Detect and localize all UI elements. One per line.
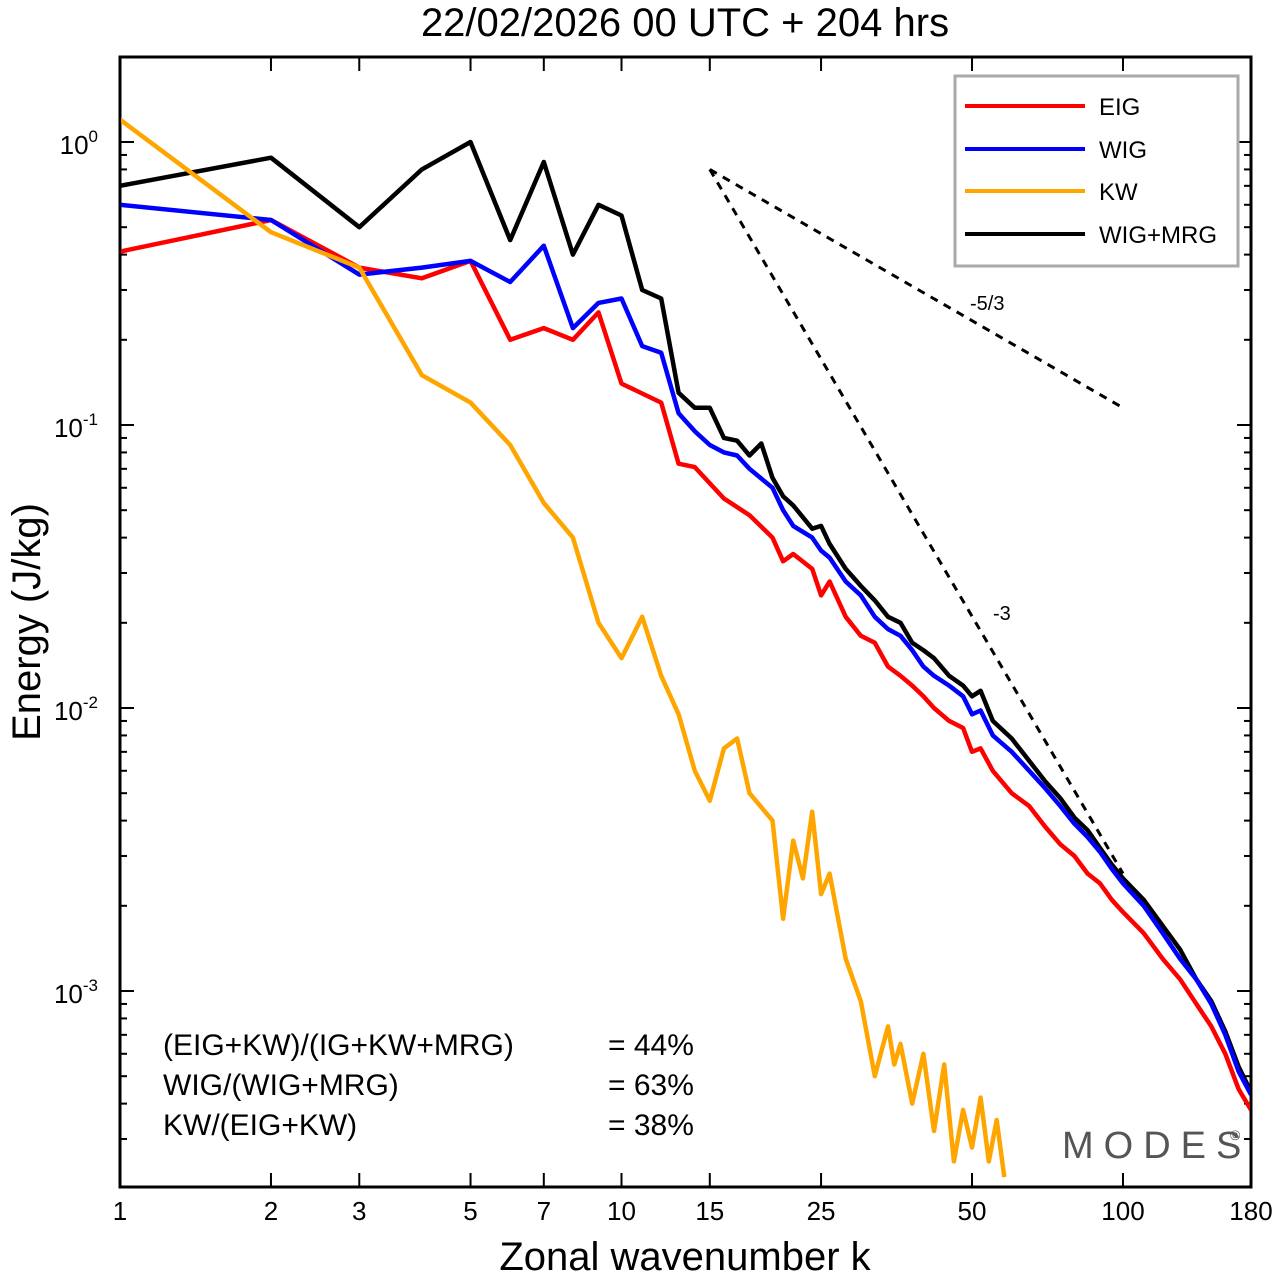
y-tick-labels: 100 10-1 10-2 10-3 [54,127,98,1009]
x-tick-label: 10 [607,1196,636,1226]
series-lines [121,117,1250,1178]
legend-label-eig: EIG [1099,94,1140,121]
x-tick-label: 180 [1229,1196,1272,1226]
chart-title: 22/02/2026 00 UTC + 204 hrs [421,1,949,45]
annotation-label-wig-ratio: WIG/(WIG+MRG) [163,1069,399,1102]
annotation-label-kw-ratio: KW/(EIG+KW) [163,1109,357,1142]
slope-label-5-3: -5/3 [970,293,1004,315]
slope-line--5-3 [709,168,1124,410]
annotation-value-kw-ratio: = 38% [608,1109,694,1142]
annotation-label-eig-ratio: (EIG+KW)/(IG+KW+MRG) [163,1029,514,1062]
ratio-annotations: (EIG+KW)/(IG+KW+MRG) = 44% WIG/(WIG+MRG)… [163,1029,694,1142]
x-tick-label: 15 [695,1196,724,1226]
legend-label-wig-mrg: WIG+MRG [1099,222,1217,249]
x-tick-label: 25 [807,1196,836,1226]
series-line-eig [121,217,1250,1112]
legend-label-wig: WIG [1099,137,1147,164]
x-tick-label: 5 [463,1196,477,1226]
slope-line--3 [708,168,1125,875]
y-tick-label: 10-1 [54,410,98,443]
series-line-kw [121,117,1007,1178]
x-tick-label: 3 [352,1196,366,1226]
series-line-wig-mrg [121,139,1250,1093]
slope-label-3: -3 [993,603,1011,625]
x-tick-label: 100 [1101,1196,1144,1226]
reference-slope-lines [708,168,1125,875]
series-line-wig [121,202,1250,1096]
legend: EIG WIG KW WIG+MRG [953,74,1240,268]
copyright-symbol: © [1230,1127,1241,1143]
y-tick-label: 100 [60,127,98,160]
annotation-value-eig-ratio: = 44% [608,1029,694,1062]
x-axis-label: Zonal wavenumber k [499,1235,871,1279]
y-tick-label: 10-2 [54,693,98,726]
x-tick-label: 50 [958,1196,987,1226]
legend-label-kw: KW [1099,179,1138,206]
x-tick-labels: 1 2 3 5 7 10 15 25 50 100 180 [113,1196,1273,1226]
x-tick-label: 1 [113,1196,127,1226]
annotation-value-wig-ratio: = 63% [608,1069,694,1102]
modes-watermark: MODES [1062,1125,1251,1167]
y-tick-label: 10-3 [54,976,98,1009]
y-axis-label: Energy (J/kg) [5,503,49,741]
x-tick-label: 2 [264,1196,278,1226]
x-tick-label: 7 [537,1196,551,1226]
